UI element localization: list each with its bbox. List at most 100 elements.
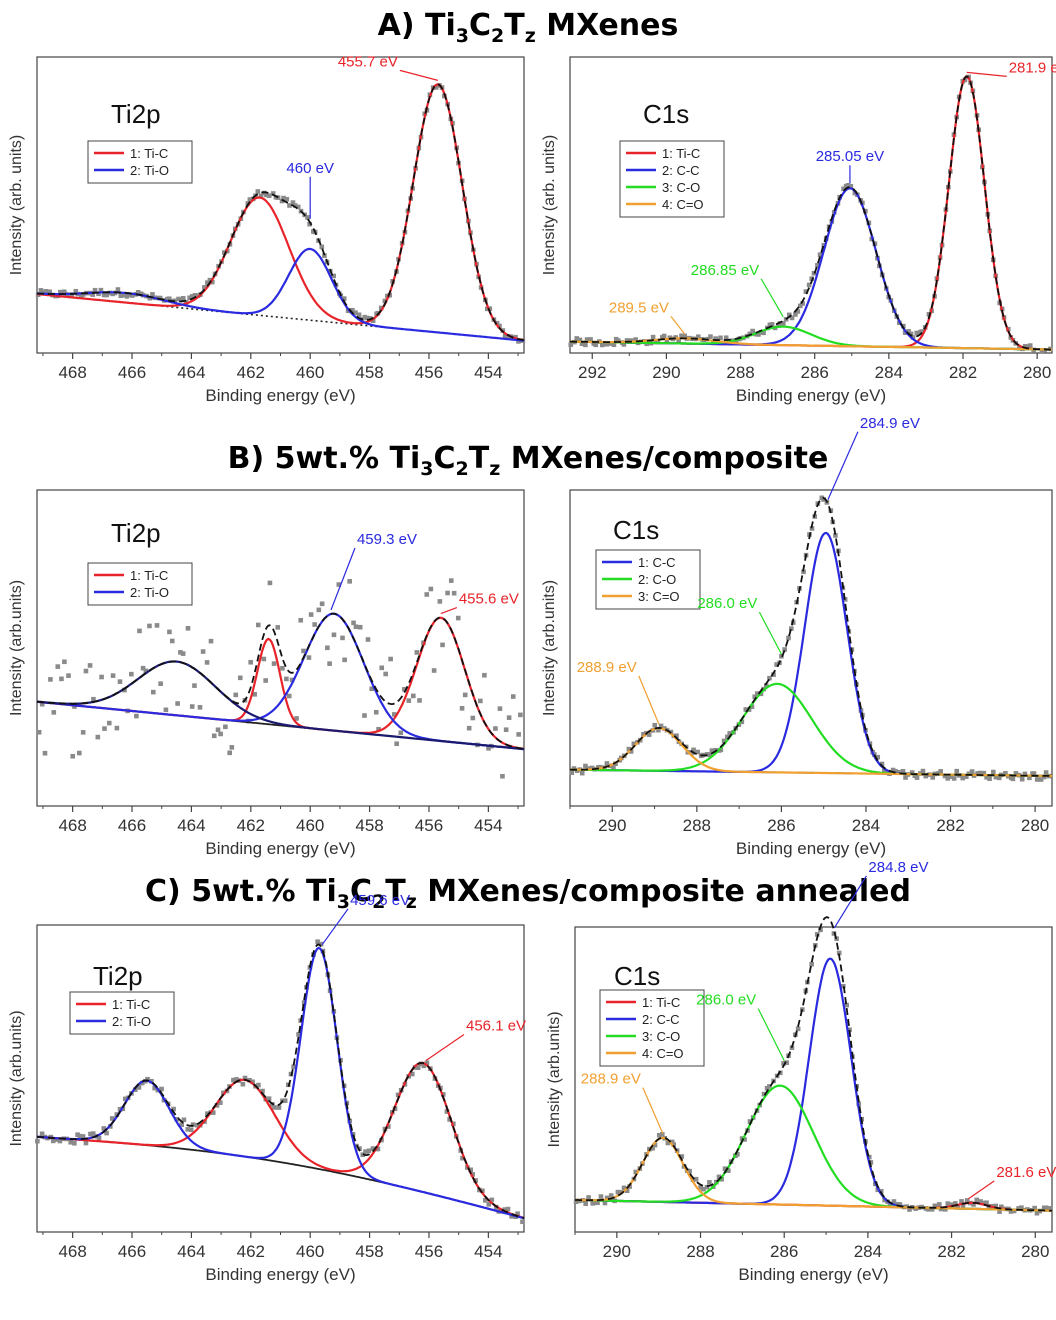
data-point [646,732,652,737]
data-point [152,1085,157,1091]
x-tick-label: 466 [118,1242,146,1261]
peak-annotation: 459.3 eV [357,531,417,548]
data-point [682,333,687,339]
data-point [698,1185,703,1190]
data-point [126,292,132,298]
data-point [1048,1206,1053,1211]
data-point [506,715,512,720]
data-point [707,752,713,758]
legend-label: 1: C-C [638,555,676,570]
data-point [948,774,953,779]
data-point [270,191,276,196]
data-point [362,713,367,718]
data-point [98,287,104,293]
data-point [318,941,324,947]
data-point [725,1168,731,1173]
data-point [763,683,769,688]
data-point [77,750,82,756]
y-axis-label: Intensity (arb.units) [541,580,558,716]
data-point [782,647,787,652]
peak-annotation: 288.9 eV [581,1071,641,1088]
data-point [789,315,795,321]
data-point [301,648,306,654]
data-point [351,620,356,626]
data-point [395,1092,401,1098]
panel-label: C1s [613,515,659,545]
data-point [497,323,502,329]
data-point [569,770,574,775]
data-point [468,1167,474,1173]
data-point [36,729,42,735]
x-tick-label: 290 [652,363,680,382]
data-point [618,1189,623,1195]
data-point [91,696,96,702]
data-point [952,1201,958,1206]
data-point [185,1127,191,1132]
data-point [1034,777,1040,782]
annotation-leader [670,315,686,335]
data-point [114,725,120,731]
data-point [169,638,175,644]
data-point [747,331,753,337]
series-line-4-c-o [575,1136,1053,1212]
data-point [866,1154,872,1160]
data-point [611,342,617,348]
panel-label: C1s [614,961,660,991]
data-point [440,642,445,648]
data-point [906,329,911,334]
data-point [801,569,806,575]
legend: 1: Ti-C 2: C-C 3: C-O 4: C=O [619,140,725,218]
data-point [767,1084,772,1089]
x-tick-label: 454 [474,363,502,382]
data-point [208,638,214,644]
data-point [110,673,116,678]
data-point [296,1032,301,1037]
data-point [577,337,583,343]
data-point [890,767,896,773]
annotation-leader [321,908,349,946]
data-point [981,770,987,776]
data-point [1019,776,1025,782]
data-point [716,1174,722,1180]
data-point [607,341,613,346]
data-point [50,1138,56,1144]
panel-label: Ti2p [111,518,161,548]
data-point [255,189,261,194]
legend-box [87,562,193,606]
data-point [742,1137,747,1142]
data-point [312,622,317,627]
data-point [701,1186,706,1192]
data-point [83,1140,89,1146]
data-point [80,1134,86,1139]
data-point [121,292,126,298]
data-point [571,766,577,771]
data-point [658,723,664,729]
data-point [39,1131,45,1137]
data-point [1031,771,1037,776]
data-point [189,704,195,709]
data-point [993,774,999,780]
annotation-leader [757,1008,785,1061]
data-point [505,1206,511,1212]
data-point [1008,1209,1014,1214]
data-point [1043,1205,1049,1211]
data-point [80,292,86,297]
y-axis-label: Intensity (arb. units) [8,135,25,276]
annotation-leader [425,1034,465,1062]
data-point [486,1202,492,1207]
x-tick-label: 280 [1021,1242,1049,1261]
data-point [242,1075,248,1081]
data-point [818,927,823,933]
data-point [179,1122,184,1127]
data-point [237,675,243,681]
data-point [466,725,472,731]
data-point [260,1088,265,1094]
data-point [974,1197,980,1203]
y-axis-label: Intensity (arb. units) [541,135,558,276]
data-point [331,273,336,279]
data-point [223,724,228,730]
data-point [624,338,630,343]
data-point [134,713,139,719]
peak-annotation: 456.1 eV [466,1018,526,1035]
x-tick-label: 456 [415,1242,443,1261]
